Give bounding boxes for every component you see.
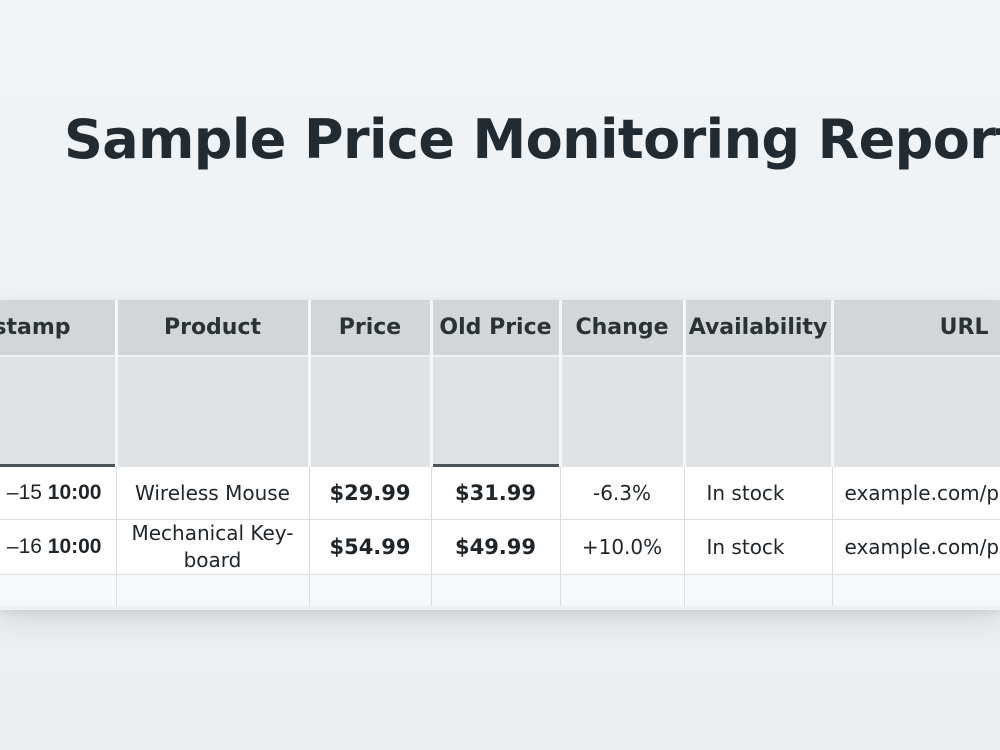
column-header-change[interactable]: Change [560,300,686,357]
table-header-row: stamp Product Price Old Price Change Ava… [0,300,1000,357]
table-row[interactable]: –15 10:00 Wireless Mouse $29.99 $31.99 -… [0,467,1000,520]
timestamp-cell: –16 10:00 [0,519,117,575]
availability-cell: In stock [684,467,833,520]
empty-cell [431,574,561,606]
empty-cell [832,574,1000,606]
column-header-old-price[interactable]: Old Price [431,300,562,357]
header-spacer-row [0,356,1000,467]
spacer-cell [431,356,562,467]
price-cell: $54.99 [309,519,432,575]
spacer-cell [116,356,311,467]
timestamp-time: 10:00 [47,481,102,504]
column-header-price[interactable]: Price [309,300,433,357]
column-header-url[interactable]: URL [832,300,1000,357]
timestamp-date: –16 [6,535,42,558]
column-header-timestamp[interactable]: stamp [0,300,118,357]
spacer-cell [560,356,686,467]
empty-table-row [0,574,1000,606]
url-link[interactable]: example.com/pr [832,467,1000,520]
table-row[interactable]: –16 10:00 Mechanical Key-board $54.99 $4… [0,519,1000,575]
old-price-cell: $31.99 [431,467,561,520]
url-link[interactable]: example.com/pr [832,519,1000,575]
old-price-cell: $49.99 [431,519,561,575]
empty-cell [684,574,833,606]
timestamp-cell: –15 10:00 [0,467,117,520]
price-monitoring-table: stamp Product Price Old Price Change Ava… [0,300,1000,606]
timestamp-time: 10:00 [47,535,102,558]
change-cell: +10.0% [560,519,685,575]
change-cell: -6.3% [560,467,685,520]
empty-cell [116,574,310,606]
spacer-cell [684,356,834,467]
price-cell: $29.99 [309,467,432,520]
product-cell: Wireless Mouse [116,467,310,520]
spacer-cell [832,356,1000,467]
empty-cell [309,574,432,606]
price-table-container: stamp Product Price Old Price Change Ava… [0,300,1000,610]
timestamp-date: –15 [6,481,42,504]
spacer-cell [309,356,433,467]
column-header-product[interactable]: Product [116,300,311,357]
availability-cell: In stock [684,519,833,575]
empty-cell [560,574,685,606]
empty-cell [0,574,117,606]
page-title: Sample Price Monitoring Report [64,108,1000,171]
product-cell: Mechanical Key-board [116,519,310,575]
spacer-cell [0,356,118,467]
column-header-availability[interactable]: Availability [684,300,834,357]
